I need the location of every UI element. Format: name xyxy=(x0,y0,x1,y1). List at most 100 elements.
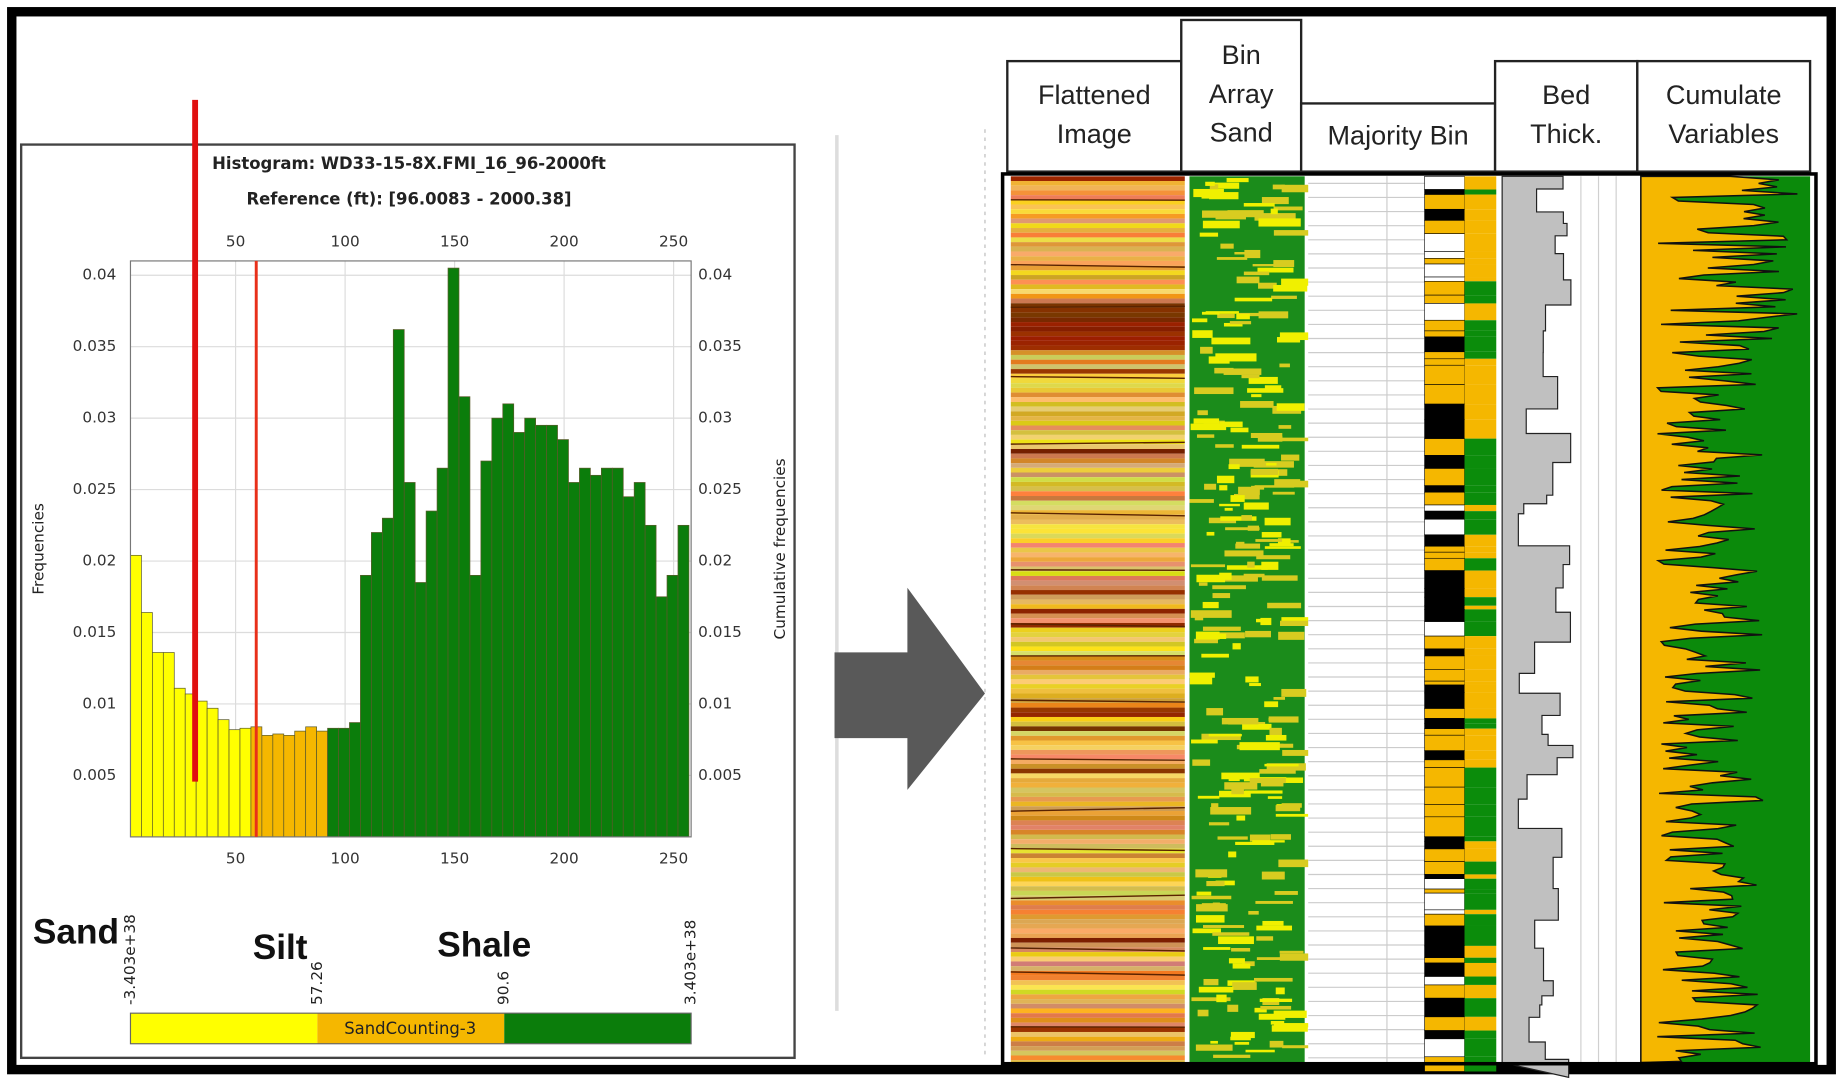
x-tick-label: 100 xyxy=(331,850,360,868)
bar xyxy=(513,432,526,838)
image-strip xyxy=(1010,745,1185,750)
bin-array-patch xyxy=(1203,925,1245,928)
x-tick-label-top: 250 xyxy=(659,233,688,251)
majority-cell xyxy=(1464,438,1497,456)
majority-cell xyxy=(1424,925,1465,947)
bin-array-patch xyxy=(1273,206,1303,211)
majority-cell xyxy=(1424,189,1465,195)
image-strip xyxy=(1010,500,1185,506)
image-strip xyxy=(1010,416,1185,421)
bin-array-patch xyxy=(1194,615,1204,621)
image-strip xyxy=(1010,876,1185,882)
colorbar-border xyxy=(129,1012,692,1045)
bar xyxy=(206,707,219,838)
track-header xyxy=(1180,18,1303,173)
bin-array-patch xyxy=(1278,425,1292,429)
image-strip xyxy=(1010,364,1185,370)
majority-cell xyxy=(1424,888,1465,894)
x-tick-label-top: 50 xyxy=(226,233,245,251)
image-strip xyxy=(1010,919,1185,924)
bin-array-patch xyxy=(1197,1009,1209,1017)
bar xyxy=(557,439,569,838)
majority-cell xyxy=(1424,892,1465,911)
bin-array-patch xyxy=(1192,318,1208,323)
bar xyxy=(403,482,416,838)
arrow xyxy=(834,587,985,790)
bin-array-patch xyxy=(1278,631,1305,640)
image-strip xyxy=(1010,369,1185,374)
majority-cell xyxy=(1424,680,1465,686)
bin-array-patch xyxy=(1257,267,1294,273)
majority-cell xyxy=(1424,336,1465,353)
image-strip xyxy=(1010,270,1185,276)
majority-cell xyxy=(1464,404,1497,420)
bin-array-patch xyxy=(1257,436,1283,442)
majority-cell xyxy=(1424,750,1465,761)
bin-array-patch xyxy=(1275,987,1285,995)
image-strip xyxy=(1010,307,1185,313)
majority-cell xyxy=(1464,365,1497,385)
colorbar-segment xyxy=(504,1013,692,1044)
image-strip xyxy=(1010,533,1185,539)
image-strip xyxy=(1010,256,1185,261)
majority-cell xyxy=(1464,945,1497,958)
bin-array-patch xyxy=(1273,284,1308,292)
image-strip xyxy=(1010,401,1185,407)
bin-array-patch xyxy=(1281,184,1319,193)
bin-array-patch xyxy=(1261,575,1298,581)
image-strip xyxy=(1010,933,1185,938)
bin-array-patch xyxy=(1227,210,1264,218)
majority-cell xyxy=(1464,303,1497,321)
image-strip xyxy=(1010,782,1185,788)
x-tick-label: 50 xyxy=(226,850,245,868)
bin-array-patch xyxy=(1219,503,1240,507)
majority-cell xyxy=(1424,468,1465,486)
image-strip xyxy=(1010,956,1185,962)
image-strip xyxy=(1010,608,1185,614)
bar xyxy=(622,496,635,838)
colorbar-title: SandCounting-3 xyxy=(344,1019,476,1038)
image-fracture xyxy=(1010,847,1185,852)
image-strip xyxy=(1010,543,1185,548)
majority-cell xyxy=(1424,804,1465,818)
bin-array-patch xyxy=(1223,575,1258,582)
track-header xyxy=(1636,59,1812,173)
bin-array-patch xyxy=(1198,582,1208,586)
majority-cell xyxy=(1464,976,1497,985)
image-strip xyxy=(1010,1013,1185,1018)
image-strip xyxy=(1010,858,1185,863)
bin-array-patch xyxy=(1256,936,1274,941)
majority-cell xyxy=(1464,511,1497,520)
image-strip xyxy=(1010,599,1185,605)
bin-array-patch xyxy=(1210,182,1240,189)
y2-tick-label: 0.01 xyxy=(698,694,732,712)
bin-array-patch xyxy=(1275,813,1309,817)
bin-array-patch xyxy=(1241,515,1253,521)
majority-cell xyxy=(1424,358,1465,366)
image-strip xyxy=(1010,867,1185,873)
image-strip xyxy=(1010,684,1185,689)
majority-cell xyxy=(1424,759,1465,768)
bar xyxy=(458,396,471,838)
image-strip xyxy=(1010,862,1185,868)
majority-cell xyxy=(1424,976,1465,986)
bar xyxy=(546,424,558,838)
image-strip xyxy=(1010,1008,1185,1014)
bin-array-patch xyxy=(1256,957,1281,960)
bin-array-patch xyxy=(1229,458,1265,467)
bar xyxy=(579,467,591,838)
image-strip xyxy=(1010,251,1185,257)
image-fracture xyxy=(1010,305,1185,309)
bin-array-patch xyxy=(1278,859,1316,868)
bar xyxy=(644,524,657,838)
bin-array-patch xyxy=(1274,437,1316,442)
y-tick-label: 0.015 xyxy=(73,623,117,641)
image-fracture xyxy=(1010,947,1185,952)
bin-array-patch xyxy=(1281,617,1312,623)
majority-cell xyxy=(1464,419,1497,439)
bin-array-patch xyxy=(1277,337,1301,343)
bin-array-patch xyxy=(1229,321,1252,325)
bin-array-patch xyxy=(1254,213,1296,221)
bin-array-patch xyxy=(1244,249,1261,259)
